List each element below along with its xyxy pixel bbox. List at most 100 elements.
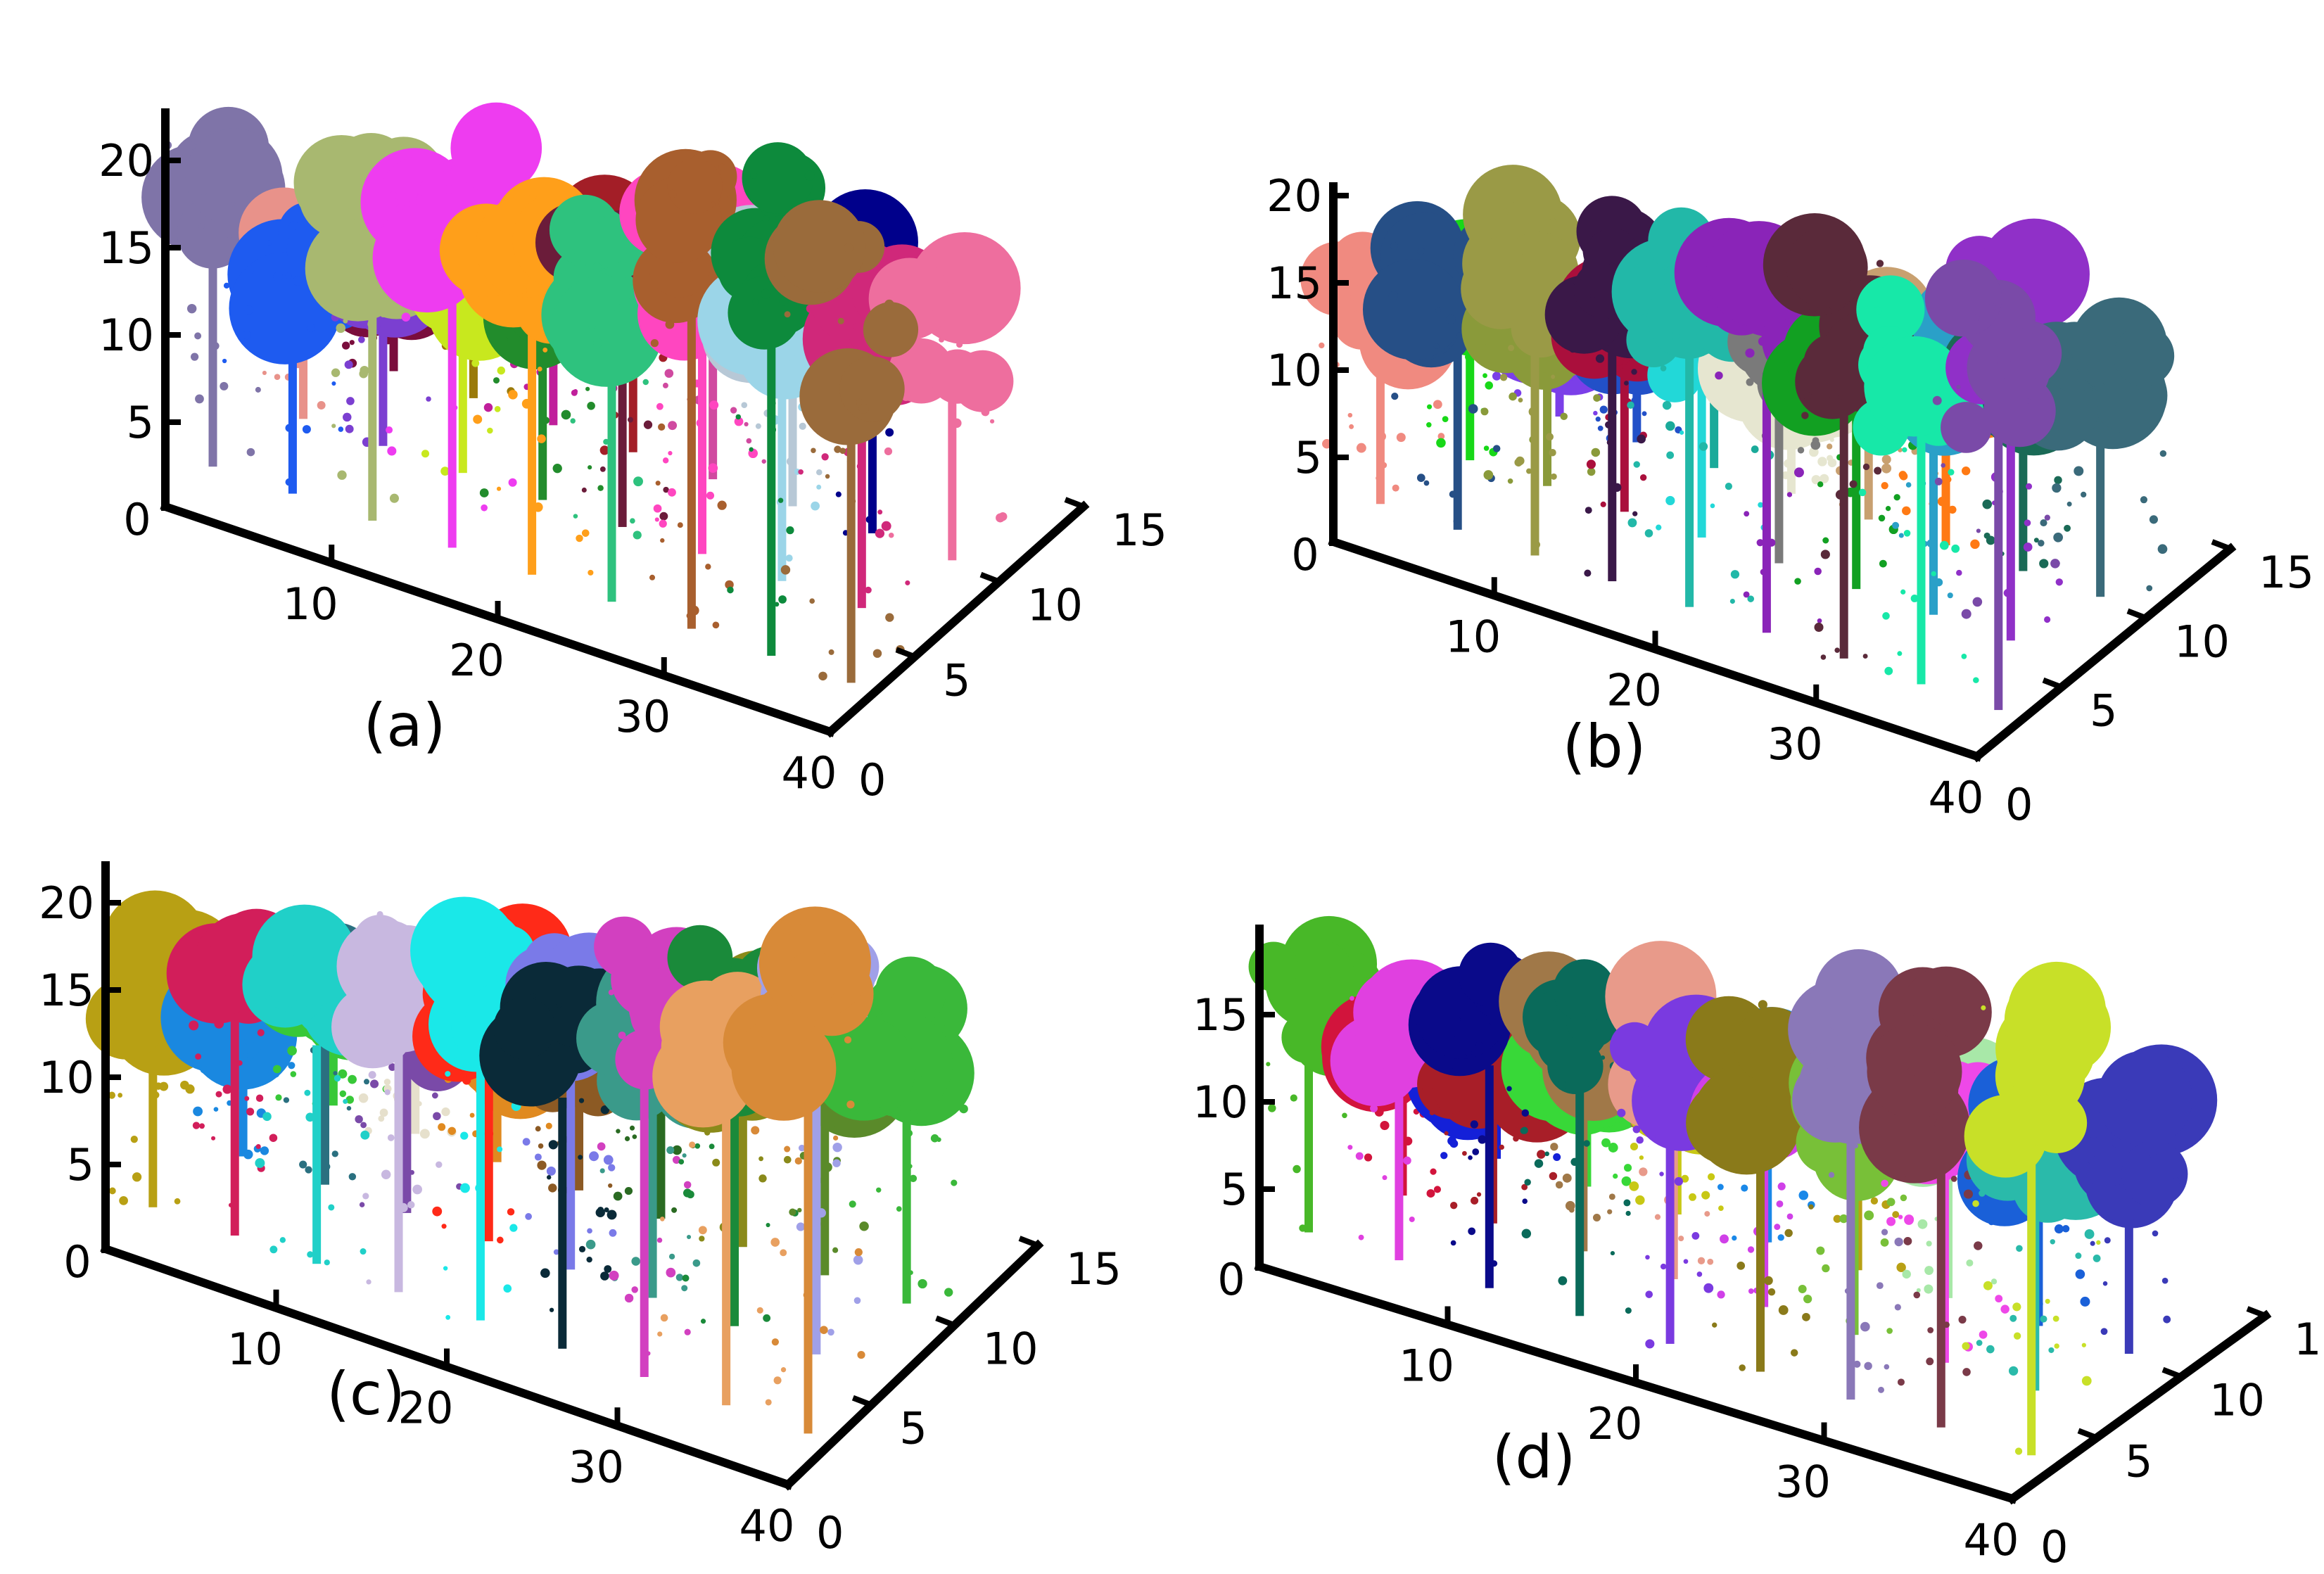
tree-point: [441, 1224, 447, 1229]
y-tick-label: 15: [2294, 1314, 2324, 1365]
y-tick-label: 5: [899, 1403, 927, 1454]
tree-segments: [1300, 165, 2175, 711]
tree-point: [2050, 559, 2060, 569]
tree-point: [1568, 1207, 1575, 1213]
vertical-tick-label: 10: [1193, 1077, 1248, 1128]
tree-point: [215, 1091, 222, 1098]
tree-point: [570, 418, 576, 424]
tree-point: [662, 382, 668, 388]
tree-point: [1881, 455, 1891, 464]
tree-point: [1913, 1291, 1921, 1299]
tree-point: [333, 1071, 338, 1076]
tree-point: [1763, 1160, 1772, 1169]
tree-point: [1858, 488, 1867, 497]
tree-point: [1934, 578, 1943, 587]
tree-point: [1981, 1005, 1986, 1010]
y-tick: [935, 1315, 956, 1328]
tree-point: [1717, 1183, 1724, 1191]
tree-point: [1569, 345, 1576, 353]
x-tick-label: 0: [63, 1236, 91, 1288]
tree-point: [1712, 1322, 1717, 1328]
tree-point: [212, 353, 217, 358]
tree-point: [1882, 612, 1890, 620]
tree-segment: [633, 148, 742, 629]
tree-point: [1364, 1153, 1373, 1162]
tree-point: [706, 491, 715, 500]
tree-point: [1480, 407, 1489, 416]
tree-point: [689, 1141, 696, 1148]
tree-point: [2050, 1239, 2055, 1245]
tree-point: [454, 1057, 462, 1064]
tree-point: [1553, 1153, 1561, 1162]
tree-point: [362, 1193, 369, 1200]
tree-point: [1600, 501, 1606, 507]
tree-point: [630, 518, 635, 524]
tree-point: [1798, 1190, 1809, 1200]
tree-point: [909, 1174, 917, 1183]
tree-point: [653, 504, 662, 513]
tree-point: [1956, 569, 1962, 576]
tree-point: [260, 1146, 269, 1155]
panel-b: 5 10 15 20 0 10 20 30 40 0 5 10 15 (b): [1266, 165, 2314, 830]
tree-crown-blob: [773, 200, 866, 293]
tree-point: [1591, 448, 1601, 457]
tree-point: [246, 265, 255, 274]
tree-point: [1808, 303, 1818, 312]
tree-point: [2052, 483, 2062, 493]
tree-point: [503, 1284, 512, 1293]
tree-point: [1948, 318, 1954, 324]
tree-point: [756, 1307, 763, 1314]
tree-point: [1383, 1068, 1389, 1074]
y-tick: [1064, 497, 1085, 509]
tree-point: [908, 1270, 913, 1275]
tree-point: [917, 1278, 927, 1289]
tree-point: [1924, 1266, 1934, 1275]
tree-point: [1632, 511, 1638, 516]
tree-point: [132, 1172, 142, 1182]
x-tick-label: 30: [569, 1441, 624, 1492]
tree-point: [1934, 477, 1943, 485]
tree-point: [1816, 1246, 1825, 1255]
tree-point: [1282, 1036, 1293, 1047]
tree-point: [692, 1259, 701, 1267]
tree-point: [1593, 394, 1601, 402]
y-tick-label: 5: [2090, 685, 2117, 737]
tree-trunk: [1608, 334, 1617, 582]
tree-point: [853, 1297, 861, 1305]
tree-point: [1777, 1182, 1786, 1191]
tree-point: [1481, 344, 1487, 350]
tree-point: [497, 1146, 503, 1153]
tree-point: [1450, 1240, 1456, 1246]
tree-crown-blob: [1983, 374, 2056, 448]
tree-point: [459, 1183, 470, 1193]
tree-point: [1827, 455, 1834, 462]
tree-point: [1725, 483, 1733, 490]
tree-point: [1814, 622, 1824, 632]
tree-point: [910, 1105, 917, 1112]
tree-point: [2013, 1332, 2021, 1340]
tree-point: [1988, 303, 1997, 312]
tree-point: [1291, 978, 1297, 984]
tree-point: [1820, 474, 1829, 483]
tree-crown-blob: [1461, 248, 1542, 329]
tree-crown-blob: [1792, 1056, 1879, 1143]
tree-point: [832, 1159, 841, 1167]
tree-point: [1826, 1060, 1835, 1070]
tree-point: [365, 1029, 373, 1037]
tree-point: [662, 457, 669, 464]
tree-point: [192, 1122, 201, 1129]
tree-trunk: [1929, 403, 1938, 615]
tree-point: [1986, 535, 1995, 545]
tree-point: [1621, 1176, 1632, 1186]
tree-segment: [360, 102, 542, 548]
tree-point: [905, 580, 910, 585]
tree-point: [1560, 412, 1568, 421]
tree-point: [849, 1200, 856, 1208]
tree-point: [246, 448, 255, 457]
tree-point: [2009, 360, 2017, 368]
tree-point: [364, 1079, 369, 1085]
tree-point: [222, 358, 227, 364]
tree-point: [1623, 1164, 1632, 1172]
tree-point: [1874, 467, 1882, 475]
tree-point: [1886, 1198, 1896, 1207]
